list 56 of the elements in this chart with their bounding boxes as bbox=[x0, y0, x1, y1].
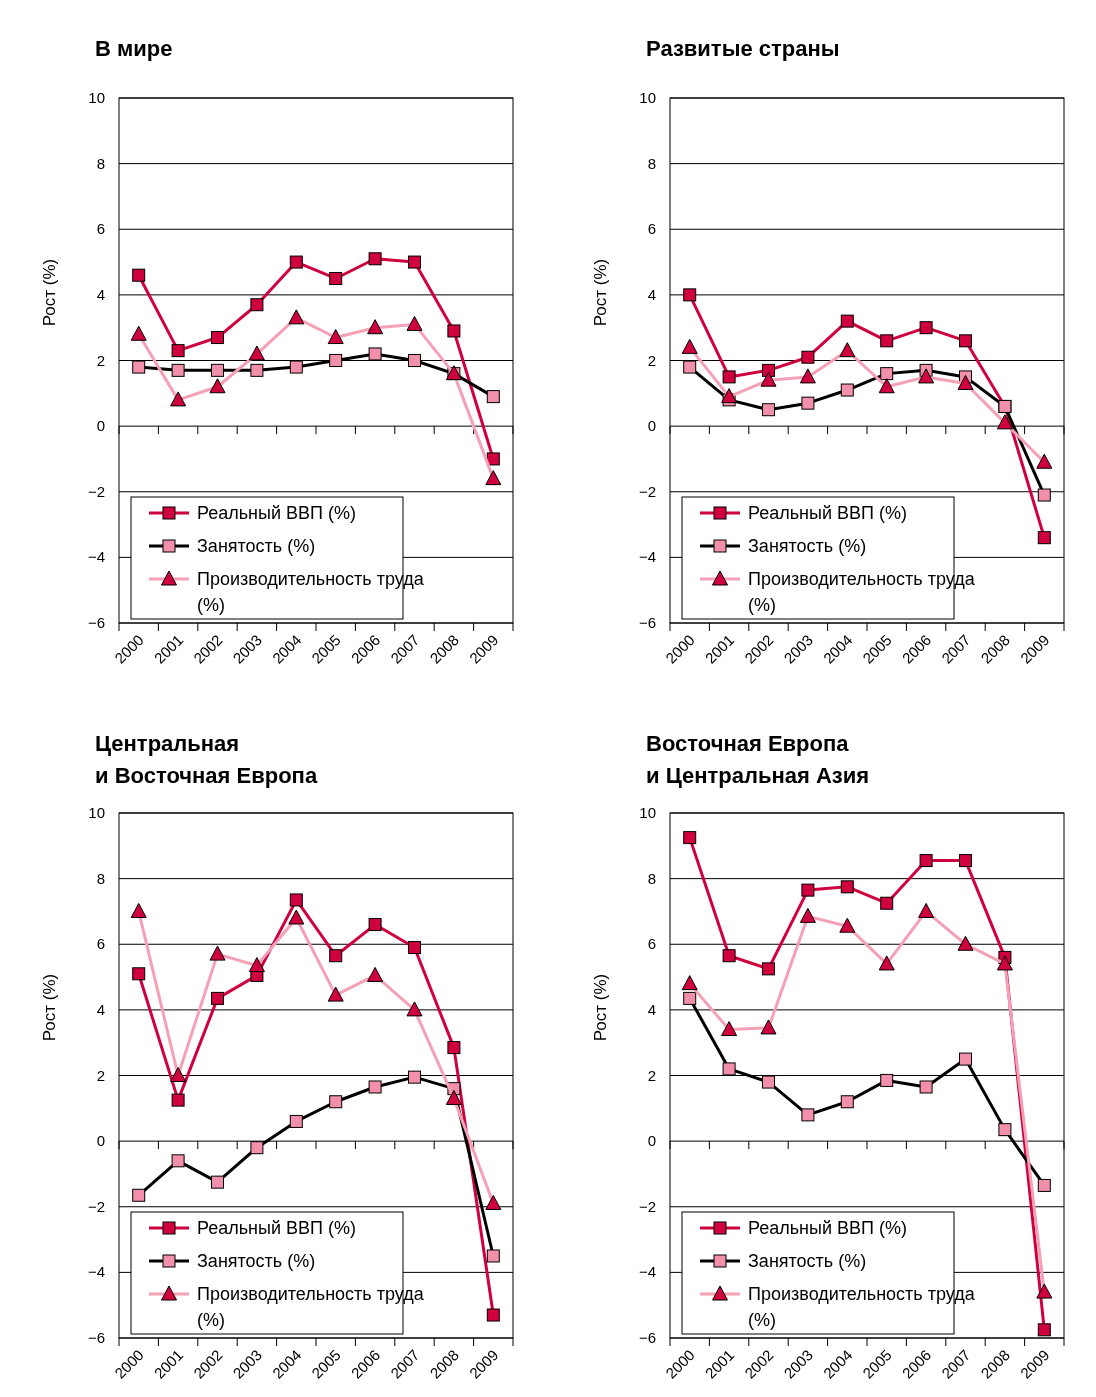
legend-label: Реальный ВВП (%) bbox=[197, 1218, 356, 1238]
y-tick-label: −6 bbox=[87, 614, 105, 631]
y-tick-label: 6 bbox=[647, 220, 656, 238]
y-tick-label: 2 bbox=[96, 351, 105, 369]
y-tick-label: −6 bbox=[87, 1329, 105, 1346]
y-tick-label: 6 bbox=[647, 935, 656, 953]
y-tick-label: 10 bbox=[88, 89, 105, 106]
y-tick-label: 0 bbox=[647, 1132, 656, 1150]
y-tick-label: 4 bbox=[96, 1000, 105, 1018]
legend-label: Занятость (%) bbox=[197, 1251, 316, 1271]
y-axis-title: Рост (%) bbox=[40, 973, 59, 1042]
y-tick-label: 4 bbox=[647, 1000, 656, 1018]
y-tick-label: −2 bbox=[638, 482, 656, 500]
chart-title: Восточная Европа и Центральная Азия bbox=[646, 731, 870, 788]
y-tick-label: 6 bbox=[96, 935, 105, 953]
y-tick-label: 2 bbox=[647, 1066, 656, 1084]
y-tick-label: 8 bbox=[96, 154, 105, 172]
y-tick-label: −2 bbox=[87, 1197, 105, 1215]
y-tick-label: 8 bbox=[96, 869, 105, 887]
y-axis-title: Рост (%) bbox=[591, 258, 610, 327]
chart-title: Центральная и Восточная Европа bbox=[95, 731, 318, 788]
y-tick-label: −4 bbox=[638, 1263, 656, 1281]
y-tick-label: 0 bbox=[647, 417, 656, 435]
y-tick-label: 4 bbox=[647, 285, 656, 303]
y-tick-label: 10 bbox=[88, 804, 105, 821]
y-tick-label: 2 bbox=[96, 1066, 105, 1084]
legend-label: Реальный ВВП (%) bbox=[748, 1218, 907, 1238]
y-tick-label: −6 bbox=[638, 614, 656, 631]
legend-label: Занятость (%) bbox=[748, 536, 867, 556]
legend-label: Реальный ВВП (%) bbox=[748, 503, 907, 523]
y-tick-label: −4 bbox=[638, 548, 656, 566]
chart-title: В мире bbox=[95, 36, 173, 61]
y-tick-label: −2 bbox=[638, 1197, 656, 1215]
legend-label: Занятость (%) bbox=[748, 1251, 867, 1271]
y-tick-label: 0 bbox=[96, 1132, 105, 1150]
y-tick-label: 6 bbox=[96, 220, 105, 238]
y-tick-label: −2 bbox=[87, 482, 105, 500]
y-tick-label: 8 bbox=[647, 869, 656, 887]
chart-title: Развитые страны bbox=[646, 36, 840, 61]
y-tick-label: 2 bbox=[647, 351, 656, 369]
y-axis-title: Рост (%) bbox=[40, 258, 59, 327]
y-tick-label: 10 bbox=[639, 804, 656, 821]
y-tick-label: −4 bbox=[87, 548, 105, 566]
y-tick-label: −4 bbox=[87, 1263, 105, 1281]
legend-label: Занятость (%) bbox=[197, 536, 316, 556]
y-axis-title: Рост (%) bbox=[591, 973, 610, 1042]
legend-label: Производительность труда (%) bbox=[197, 569, 425, 615]
y-tick-label: 10 bbox=[639, 89, 656, 106]
y-tick-label: −6 bbox=[638, 1329, 656, 1346]
legend-label: Производительность труда (%) bbox=[197, 1284, 425, 1330]
legend-label: Производительность труда (%) bbox=[748, 1284, 976, 1330]
y-tick-label: 0 bbox=[96, 417, 105, 435]
legend-label: Реальный ВВП (%) bbox=[197, 503, 356, 523]
y-tick-label: 4 bbox=[96, 285, 105, 303]
legend-label: Производительность труда (%) bbox=[748, 569, 976, 615]
y-tick-label: 8 bbox=[647, 154, 656, 172]
